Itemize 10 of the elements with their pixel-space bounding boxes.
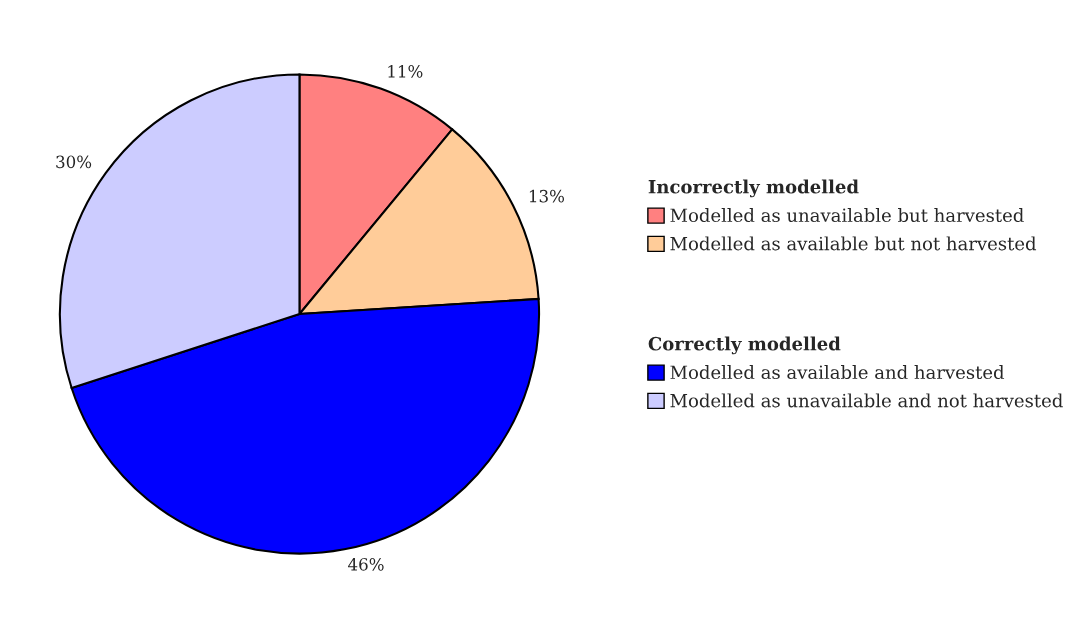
legend-label: Modelled as unavailable but harvested <box>670 208 1024 223</box>
data-label: 46% <box>348 558 384 571</box>
data-label: 13% <box>529 189 565 203</box>
text: Correctly modelled <box>648 336 841 355</box>
data-label: 30% <box>56 155 92 169</box>
legend-label: Modelled as available and harvested <box>670 365 1005 380</box>
legend-label: Modelled as unavailable and not harvested <box>670 393 1063 408</box>
data-label: 11% <box>388 65 423 78</box>
text: Incorrectly modelled <box>648 179 859 198</box>
legend-label: Modelled as available but not harvested <box>670 236 1037 251</box>
